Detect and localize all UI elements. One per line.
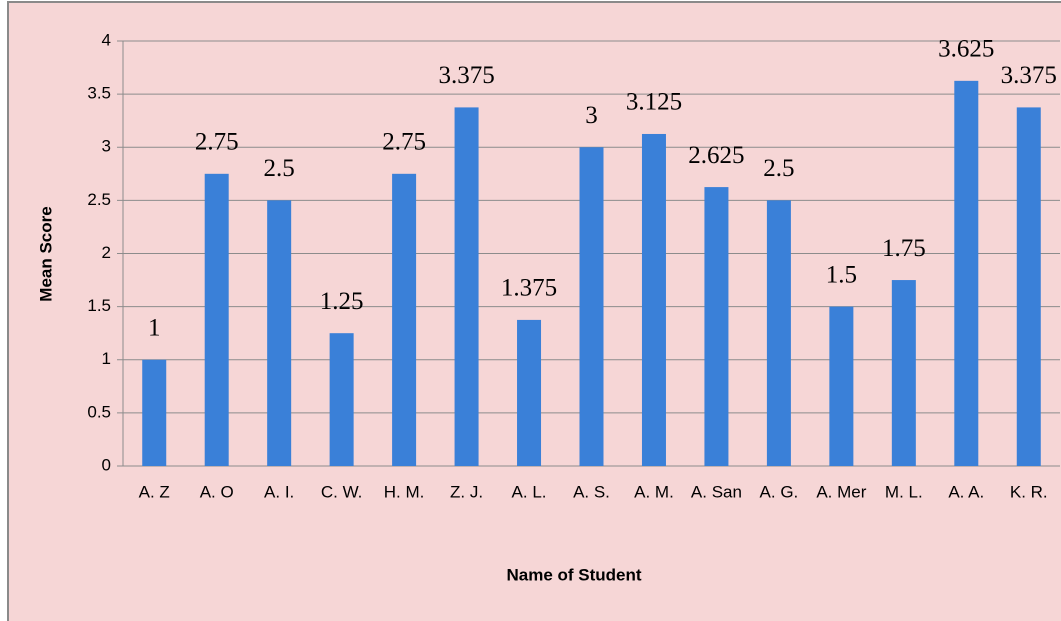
data-label: 2.5 xyxy=(763,155,794,182)
bar xyxy=(392,173,417,466)
bar xyxy=(641,133,666,466)
y-tick-label: 2.5 xyxy=(87,190,111,209)
y-tick-label: 4 xyxy=(102,30,111,49)
x-tick-label: A. Mer xyxy=(816,482,866,501)
data-label: 2.75 xyxy=(195,129,239,156)
data-label: 3 xyxy=(585,102,598,129)
x-tick-label: C. W. xyxy=(321,482,363,501)
data-label: 1.5 xyxy=(826,261,857,288)
data-label: 1.375 xyxy=(501,275,557,302)
data-label: 2.625 xyxy=(688,142,744,169)
x-tick-label: A. S. xyxy=(573,482,610,501)
data-label: 2.5 xyxy=(264,155,295,182)
y-tick-label: 3 xyxy=(102,137,111,156)
bar xyxy=(267,200,292,466)
x-tick-label: A. Z xyxy=(139,482,170,501)
bar xyxy=(579,147,604,466)
y-tick-label: 1.5 xyxy=(87,296,111,315)
x-tick-label: K. R. xyxy=(1010,482,1048,501)
x-tick-label: A. G. xyxy=(760,482,799,501)
x-axis-title: Name of Student xyxy=(506,565,641,584)
data-label: 3.625 xyxy=(938,36,994,63)
data-label: 2.75 xyxy=(382,129,426,156)
data-label: 3.375 xyxy=(438,62,494,89)
x-tick-label: H. M. xyxy=(384,482,425,501)
x-tick-label: M. L. xyxy=(885,482,923,501)
bar xyxy=(517,319,542,466)
y-tick-label: 0.5 xyxy=(87,402,111,421)
data-label: 3.125 xyxy=(626,89,682,116)
bar xyxy=(454,107,479,466)
bar xyxy=(829,306,854,466)
y-tick-label: 3.5 xyxy=(87,84,111,103)
bar xyxy=(704,187,729,466)
data-label: 1.25 xyxy=(320,288,364,315)
bar xyxy=(1016,107,1041,466)
bar xyxy=(142,359,167,466)
x-tick-label: Z. J. xyxy=(450,482,483,501)
data-label: 1 xyxy=(148,314,161,341)
x-tick-label: A. San xyxy=(691,482,742,501)
y-tick-label: 1 xyxy=(102,349,111,368)
x-tick-label: A. A. xyxy=(948,482,984,501)
data-label: 1.75 xyxy=(882,235,926,262)
x-tick-label: A. I. xyxy=(264,482,294,501)
x-tick-label: A. L. xyxy=(512,482,547,501)
bar xyxy=(766,200,791,466)
bar xyxy=(329,333,354,466)
bar xyxy=(954,80,979,466)
data-label: 3.375 xyxy=(1001,62,1057,89)
chart-background xyxy=(7,1,1061,621)
bar xyxy=(204,173,229,466)
y-tick-label: 0 xyxy=(102,455,111,474)
y-axis-title: Mean Score xyxy=(36,206,55,301)
x-tick-label: A. O xyxy=(200,482,234,501)
x-tick-label: A. M. xyxy=(634,482,674,501)
bar xyxy=(891,280,916,466)
y-tick-label: 2 xyxy=(102,243,111,262)
